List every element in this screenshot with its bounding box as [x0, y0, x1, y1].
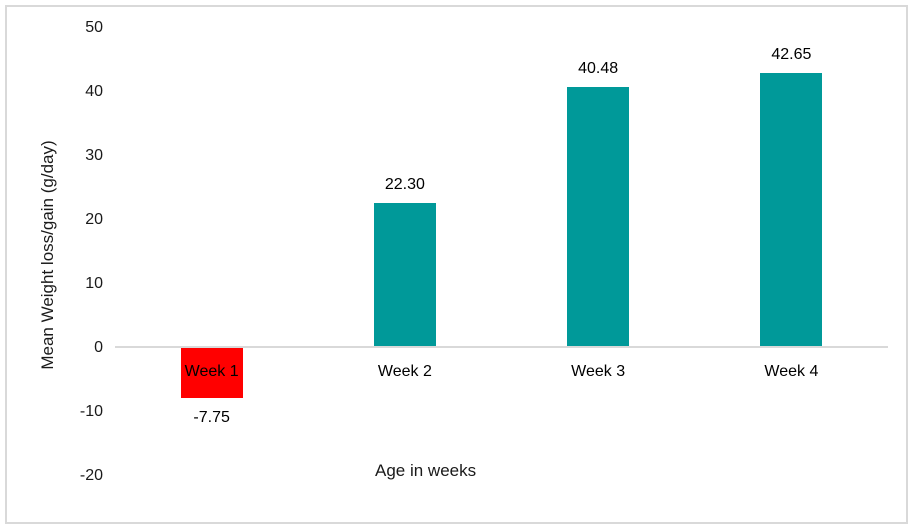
bar-week-3	[567, 86, 630, 346]
y-axis-tick-label: 10	[85, 274, 103, 292]
category-label-week-1: Week 1	[184, 363, 239, 380]
category-label-week-2: Week 2	[377, 363, 432, 380]
y-axis-tick-label: -10	[79, 402, 103, 420]
category-label-week-3: Week 3	[571, 363, 626, 380]
value-label-week-4: 42.65	[771, 46, 812, 64]
x-axis-zero-line	[115, 346, 888, 348]
y-axis-tick-label: 20	[85, 210, 103, 228]
y-axis-tick-label: -20	[79, 466, 103, 484]
y-axis-tick-label: 50	[85, 18, 103, 36]
bar-week-1	[180, 348, 243, 398]
y-axis-tick-label: 0	[94, 338, 103, 356]
value-label-week-2: 22.30	[384, 176, 425, 194]
value-label-week-3: 40.48	[578, 59, 619, 77]
y-axis-title: Mean Weight loss/gain (g/day)	[38, 140, 57, 370]
value-label-week-1: -7.75	[193, 408, 230, 426]
y-axis-tick-label: 40	[85, 82, 103, 100]
x-axis-title: Age in weeks	[375, 461, 477, 480]
bar-week-2	[373, 203, 436, 346]
y-axis-tick-label: 30	[85, 146, 103, 164]
bar-week-4	[760, 73, 823, 346]
category-label-week-4: Week 4	[764, 363, 819, 380]
chart-border-frame	[5, 5, 908, 524]
